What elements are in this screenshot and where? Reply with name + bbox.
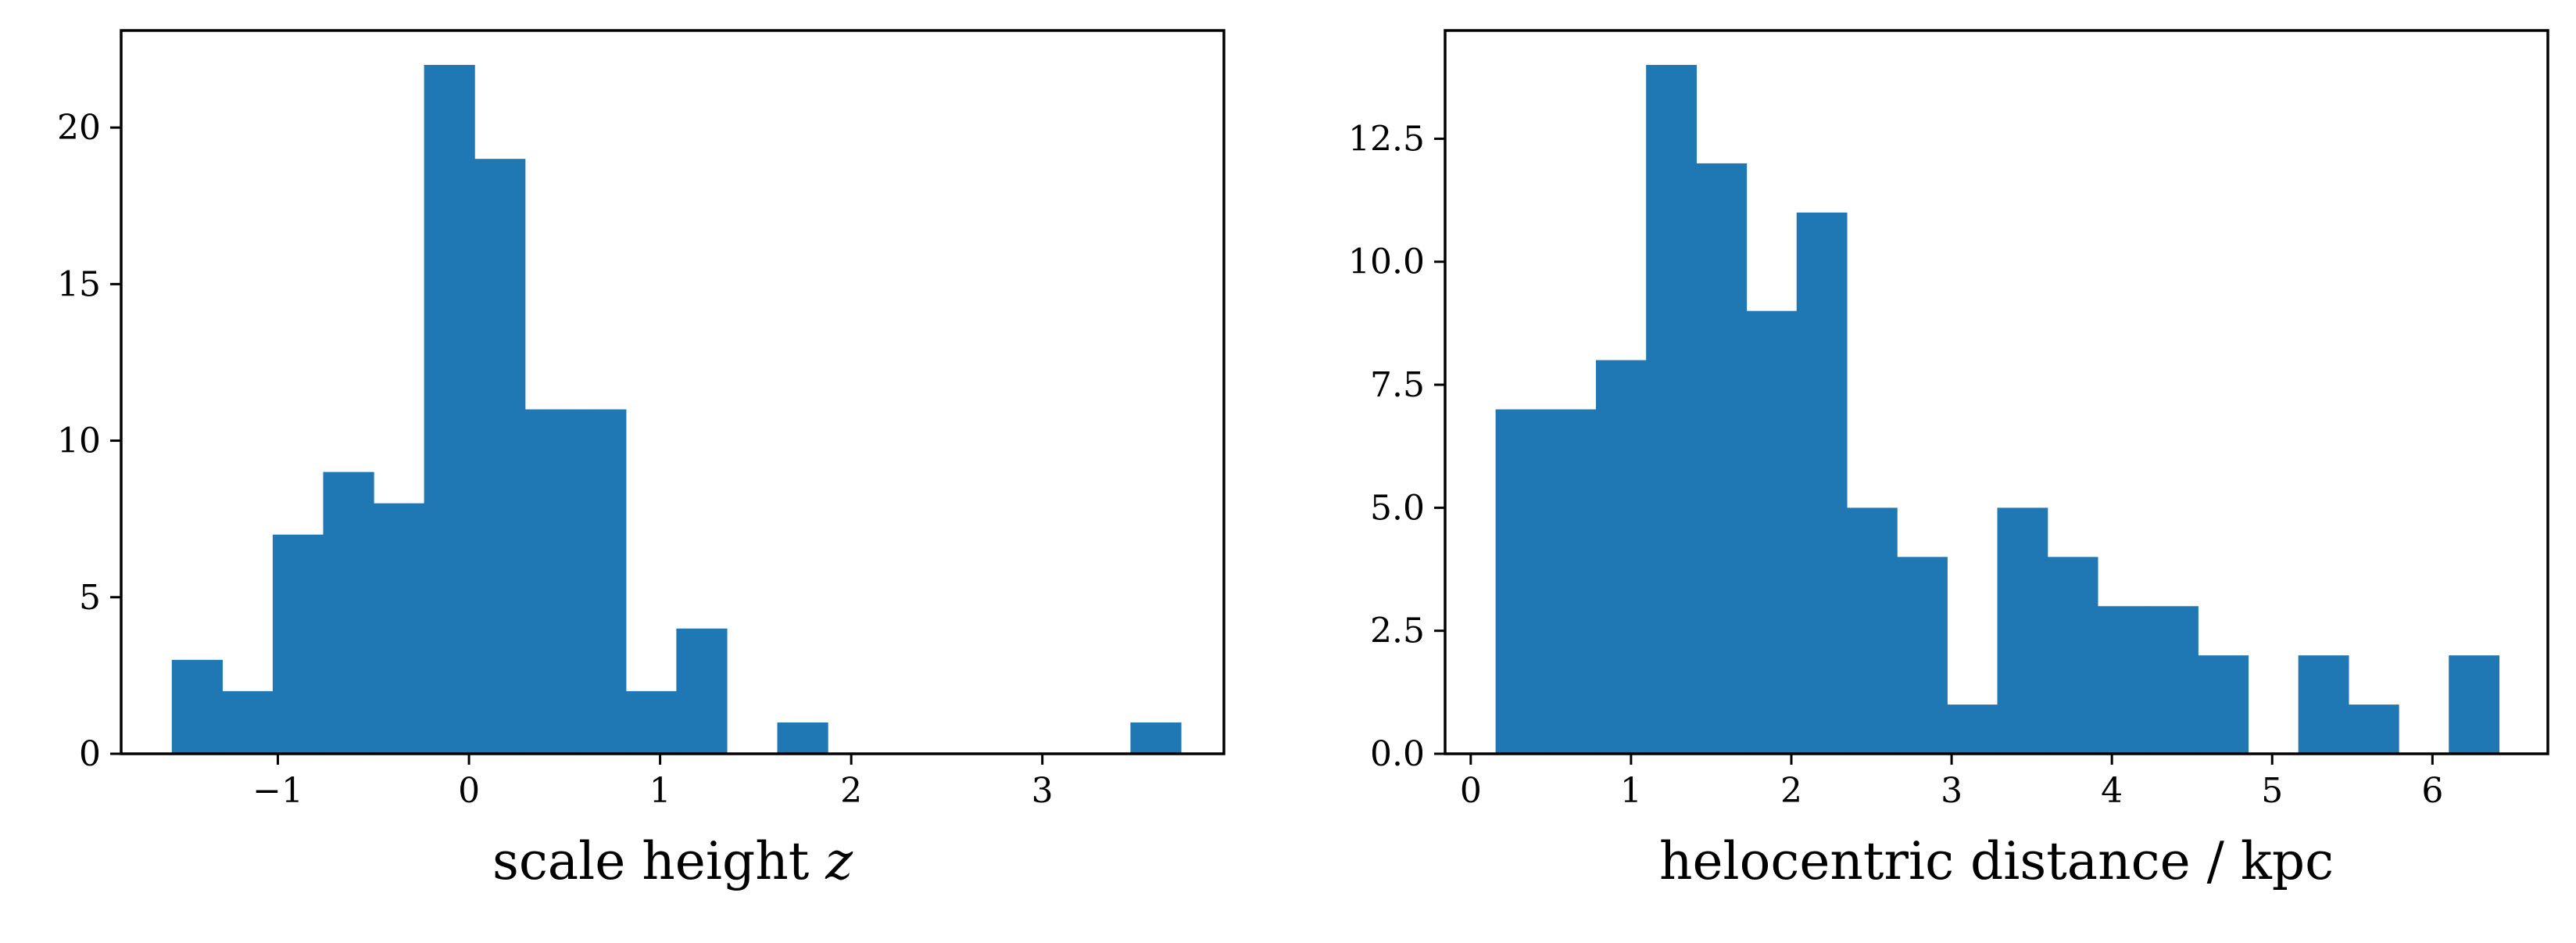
- y-tick-label: 5: [79, 578, 101, 618]
- y-tick-label: 5.0: [1370, 488, 1425, 528]
- x-tick-label: 3: [1941, 771, 1962, 811]
- histogram-bar: [1997, 507, 2048, 754]
- histogram-bar: [1545, 409, 1597, 754]
- histogram-bar: [1130, 722, 1182, 754]
- x-axis-label: helocentric distance / kpc: [1659, 831, 2334, 891]
- y-tick-label: 0.0: [1370, 734, 1425, 774]
- x-tick-label: 3: [1032, 771, 1054, 811]
- histogram-bar: [1947, 705, 1998, 754]
- histogram-bar: [424, 65, 475, 755]
- x-tick-label: −1: [252, 771, 303, 811]
- histogram-bar: [222, 690, 274, 754]
- histogram-bar: [777, 722, 828, 754]
- histogram-bar: [1595, 360, 1647, 754]
- x-axis-label: scale height z: [492, 831, 853, 891]
- y-tick-label: 20: [57, 108, 101, 148]
- histogram-bar: [676, 628, 728, 754]
- histogram-bar: [1646, 65, 1697, 755]
- histogram-bar: [1846, 507, 1898, 754]
- y-tick-label: 15: [57, 264, 101, 304]
- x-tick-label: 5: [2261, 771, 2283, 811]
- histogram-bar: [171, 659, 223, 754]
- x-tick-label: 0: [458, 771, 480, 811]
- histogram-bar: [2148, 606, 2199, 754]
- y-tick-label: 7.5: [1370, 365, 1425, 405]
- y-tick-label: 0: [79, 734, 101, 774]
- histogram-panel-scale-height: −1 0 1 2 3 0 5 10 15 20 scale height z: [57, 29, 1225, 891]
- x-tick-label: 1: [649, 771, 671, 811]
- x-tick-label: 4: [2101, 771, 2123, 811]
- x-tick-label: 1: [1620, 771, 1642, 811]
- x-tick-label: 2: [1780, 771, 1802, 811]
- x-tick-label: 2: [840, 771, 862, 811]
- histogram-bar: [2298, 655, 2349, 754]
- histogram-bar: [1746, 310, 1798, 754]
- histogram-bar: [1897, 557, 1948, 754]
- histogram-bar: [575, 409, 627, 754]
- x-axis-label-variable: z: [825, 831, 853, 891]
- histogram-bar: [272, 534, 324, 754]
- histogram-bar: [2047, 557, 2098, 754]
- y-tick-label: 12.5: [1348, 119, 1425, 159]
- histogram-bar: [374, 503, 425, 754]
- histogram-bar: [1696, 163, 1748, 755]
- histogram-bar: [2097, 606, 2148, 754]
- histogram-bar: [524, 409, 576, 754]
- x-tick-label: 6: [2421, 771, 2443, 811]
- histogram-bar: [1796, 212, 1848, 754]
- y-tick-label: 10.0: [1348, 242, 1425, 282]
- histogram-bar: [323, 472, 374, 754]
- y-tick-label: 10: [57, 421, 101, 461]
- histogram-bar: [625, 690, 677, 754]
- axes-frame: [120, 29, 1225, 755]
- axes-frame: [1444, 29, 2549, 755]
- histogram-panel-helocentric-distance: 0 1 2 3 4 5 6 0.0 2.5 5.0 7.5 10.0 12.5 helocentric d…: [1348, 29, 2549, 891]
- histogram-bar: [2198, 655, 2249, 754]
- histogram-bar: [2348, 705, 2399, 754]
- y-tick-label: 2.5: [1370, 611, 1425, 651]
- histogram-bar: [474, 159, 526, 754]
- histogram-bar: [1495, 409, 1547, 754]
- x-tick-label: 0: [1460, 771, 1482, 811]
- histogram-bar: [2449, 655, 2500, 754]
